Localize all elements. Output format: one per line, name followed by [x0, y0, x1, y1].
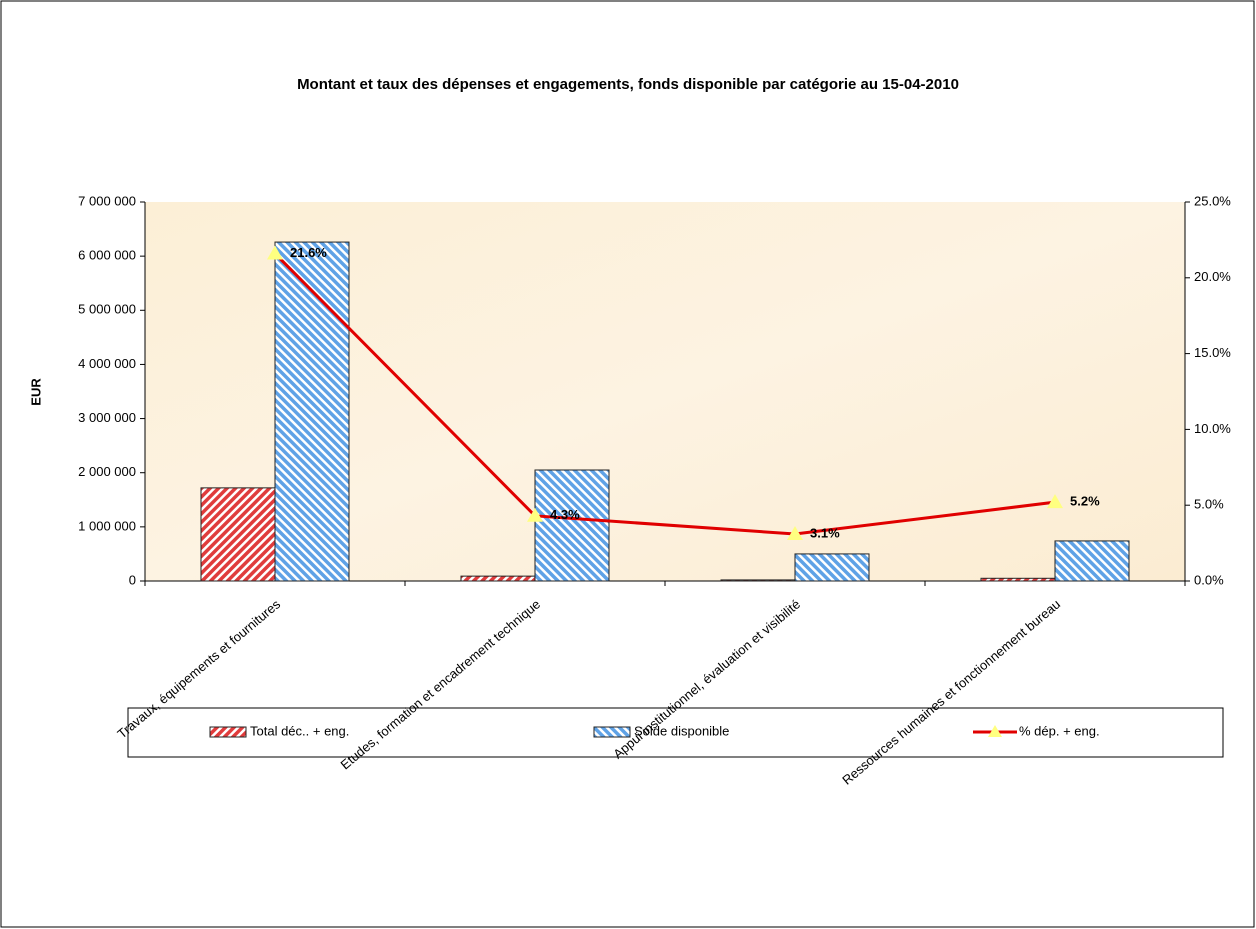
marker [267, 245, 283, 260]
y-tick-label: 4 000 000 [78, 356, 136, 371]
y-axis-title: EUR [28, 378, 43, 406]
bar [274, 241, 350, 582]
y2-tick-label: 15.0% [1194, 345, 1231, 360]
y-tick-label: 7 000 000 [78, 193, 136, 208]
marker [527, 507, 543, 522]
y2-tick-label: 5.0% [1194, 497, 1224, 512]
y-tick-label: 3 000 000 [78, 410, 136, 425]
legend-swatch [209, 726, 247, 738]
y2-tick-label: 0.0% [1194, 572, 1224, 587]
y-tick-label: 5 000 000 [78, 302, 136, 317]
y-tick-label: 0 [129, 572, 136, 587]
marker [1047, 494, 1063, 509]
legend-label: Total déc.. + eng. [250, 723, 349, 738]
y-tick-label: 6 000 000 [78, 248, 136, 263]
data-label: 5.2% [1070, 494, 1100, 509]
legend [127, 707, 1224, 758]
line [273, 252, 1056, 536]
y2-tick-label: 10.0% [1194, 421, 1231, 436]
y-tick-label: 2 000 000 [78, 464, 136, 479]
bar [980, 577, 1056, 582]
y-tick-label: 1 000 000 [78, 518, 136, 533]
data-label: 3.1% [810, 525, 840, 540]
chart-title: Montant et taux des dépenses et engageme… [297, 76, 959, 93]
bar [460, 575, 536, 582]
y2-tick-label: 20.0% [1194, 269, 1231, 284]
legend-label: Solde disponible [634, 723, 729, 738]
y2-tick-label: 25.0% [1194, 193, 1231, 208]
bar [720, 579, 796, 582]
legend-swatch [593, 726, 631, 738]
data-label: 4.3% [550, 507, 580, 522]
legend-label: % dép. + eng. [1019, 723, 1100, 738]
legend-marker [988, 725, 1002, 737]
bar [200, 487, 276, 582]
data-label: 21.6% [290, 245, 327, 260]
bar [534, 469, 610, 582]
marker [787, 526, 803, 541]
bar [1054, 540, 1130, 582]
bar [794, 553, 870, 582]
